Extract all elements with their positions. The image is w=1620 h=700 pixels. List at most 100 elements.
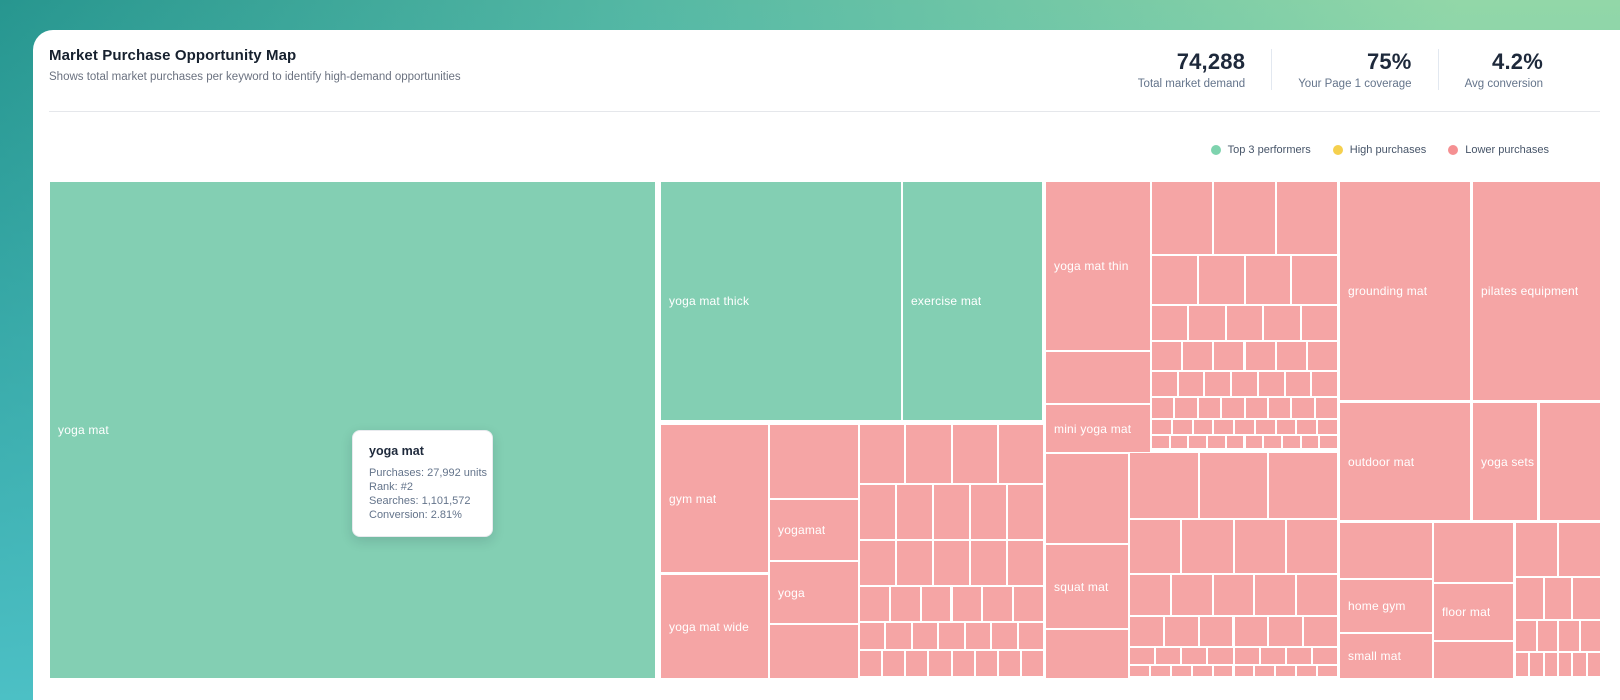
treemap-cell[interactable]: [1232, 372, 1257, 396]
treemap-cell[interactable]: [1340, 523, 1432, 578]
treemap-cell[interactable]: [897, 541, 932, 585]
treemap-cell[interactable]: [1164, 617, 1198, 646]
treemap-cell-yogamat[interactable]: yogamat: [770, 500, 858, 560]
treemap-cell[interactable]: [1255, 575, 1296, 615]
treemap-cell[interactable]: [1268, 398, 1291, 418]
treemap-cell[interactable]: [1130, 617, 1163, 646]
treemap-cell[interactable]: [1234, 648, 1259, 664]
treemap-cell-outdoor-mat[interactable]: outdoor mat: [1340, 403, 1470, 520]
treemap-cell[interactable]: [1297, 420, 1317, 434]
treemap-cell[interactable]: [1199, 453, 1268, 518]
treemap-cell-grounding-mat[interactable]: grounding mat: [1340, 182, 1470, 400]
treemap-cell[interactable]: [1130, 648, 1155, 664]
treemap-cell[interactable]: [1189, 436, 1207, 448]
treemap-cell[interactable]: [1434, 642, 1513, 678]
treemap-cell[interactable]: [1320, 436, 1337, 448]
treemap-cell[interactable]: [1198, 256, 1244, 304]
treemap-cell[interactable]: [1573, 653, 1586, 676]
treemap-cell-yoga-mat-thin[interactable]: yoga mat thin: [1046, 182, 1150, 350]
treemap-cell-squat-mat[interactable]: squat mat: [1046, 545, 1128, 628]
treemap-cell[interactable]: [1304, 617, 1337, 646]
treemap-cell[interactable]: [1530, 653, 1543, 676]
treemap-cell[interactable]: [1434, 523, 1513, 582]
treemap-cell[interactable]: [1516, 578, 1543, 619]
treemap-cell[interactable]: [1540, 403, 1600, 520]
treemap-cell[interactable]: [860, 651, 882, 676]
treemap-cell[interactable]: [1152, 372, 1177, 396]
treemap-cell[interactable]: [1213, 666, 1233, 676]
treemap-cell[interactable]: [860, 425, 905, 483]
treemap-cell[interactable]: [1245, 398, 1267, 418]
treemap-cell[interactable]: [890, 587, 920, 621]
treemap-cell[interactable]: [1008, 541, 1043, 585]
treemap-cell[interactable]: [1245, 436, 1263, 448]
treemap-cell[interactable]: [1234, 520, 1285, 573]
treemap-cell[interactable]: [1152, 182, 1213, 254]
treemap-cell[interactable]: [1130, 575, 1170, 615]
treemap-cell[interactable]: [770, 425, 858, 498]
treemap-cell[interactable]: [998, 425, 1043, 483]
treemap-cell[interactable]: [1559, 523, 1600, 576]
treemap-cell-floor-mat[interactable]: floor mat: [1434, 584, 1513, 640]
treemap-cell[interactable]: [1170, 436, 1188, 448]
treemap-cell[interactable]: [952, 587, 982, 621]
treemap-cell[interactable]: [1021, 651, 1043, 676]
treemap-cell[interactable]: [952, 425, 997, 483]
treemap-cell-yoga[interactable]: yoga: [770, 562, 858, 623]
treemap-cell[interactable]: [860, 587, 889, 621]
treemap-cell[interactable]: [1189, 306, 1225, 340]
treemap-cell[interactable]: [1245, 256, 1291, 304]
treemap-cell[interactable]: [886, 623, 911, 649]
treemap-cell[interactable]: [1255, 420, 1275, 434]
treemap-cell[interactable]: [1258, 372, 1284, 396]
treemap-cell[interactable]: [1301, 436, 1319, 448]
treemap-cell[interactable]: [1264, 436, 1281, 448]
treemap-cell[interactable]: [1580, 621, 1600, 651]
treemap-cell[interactable]: [1318, 420, 1337, 434]
treemap-cell[interactable]: [1182, 520, 1233, 573]
treemap-cell[interactable]: [1544, 578, 1572, 619]
treemap-cell[interactable]: [952, 651, 974, 676]
treemap-cell-yoga-mat-thick[interactable]: yoga mat thick: [661, 182, 901, 420]
treemap-cell[interactable]: [1046, 630, 1128, 678]
treemap-cell[interactable]: [1276, 182, 1337, 254]
treemap-cell[interactable]: [860, 541, 895, 585]
treemap-cell[interactable]: [1587, 653, 1600, 676]
treemap-cell[interactable]: [1286, 648, 1311, 664]
treemap-cell[interactable]: [1150, 666, 1170, 676]
treemap-cell[interactable]: [1315, 398, 1337, 418]
treemap-cell[interactable]: [1172, 420, 1192, 434]
treemap-cell-yoga-mat[interactable]: yoga mat: [50, 182, 655, 678]
treemap-cell[interactable]: [1156, 648, 1181, 664]
treemap-cell[interactable]: [1208, 436, 1225, 448]
treemap-cell[interactable]: [971, 485, 1006, 539]
treemap-cell[interactable]: [934, 541, 969, 585]
treemap-cell-home-gym[interactable]: home gym: [1340, 580, 1432, 632]
treemap-cell[interactable]: [1276, 342, 1306, 370]
treemap-cell[interactable]: [1171, 575, 1212, 615]
treemap-cell[interactable]: [1130, 666, 1149, 676]
treemap-cell[interactable]: [965, 623, 991, 649]
treemap-cell[interactable]: [1301, 306, 1337, 340]
treemap-cell[interactable]: [1213, 575, 1254, 615]
treemap-cell[interactable]: [1516, 523, 1557, 576]
treemap-cell[interactable]: [939, 623, 964, 649]
treemap-cell[interactable]: [1285, 372, 1311, 396]
treemap-cell[interactable]: [1152, 436, 1169, 448]
treemap-cell[interactable]: [860, 623, 885, 649]
treemap-cell[interactable]: [1014, 587, 1043, 621]
treemap-cell[interactable]: [912, 623, 938, 649]
treemap-cell[interactable]: [1226, 306, 1263, 340]
treemap-cell[interactable]: [1307, 342, 1337, 370]
treemap-cell[interactable]: [1175, 398, 1197, 418]
treemap-cell[interactable]: [1516, 653, 1529, 676]
treemap-cell[interactable]: [1130, 453, 1198, 518]
treemap-cell[interactable]: [1269, 617, 1303, 646]
treemap-cell[interactable]: [1234, 617, 1268, 646]
treemap-cell[interactable]: [1297, 575, 1337, 615]
treemap-cell[interactable]: [1292, 398, 1314, 418]
treemap-cell[interactable]: [1208, 648, 1233, 664]
treemap-cell[interactable]: [770, 625, 858, 678]
treemap-cell[interactable]: [1192, 666, 1212, 676]
treemap-cell[interactable]: [1269, 453, 1337, 518]
